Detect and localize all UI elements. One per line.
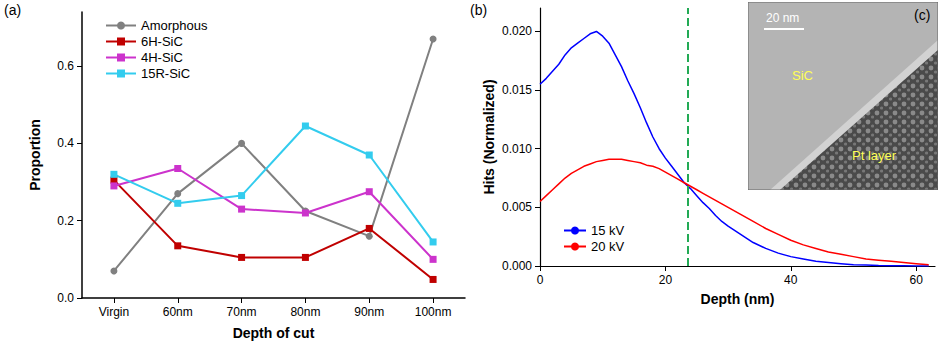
svg-text:0.005: 0.005 xyxy=(502,200,532,214)
svg-text:0: 0 xyxy=(537,273,544,287)
svg-text:Pt layer: Pt layer xyxy=(852,148,897,163)
svg-text:Proportion: Proportion xyxy=(27,119,43,191)
svg-text:15R-SiC: 15R-SiC xyxy=(141,66,190,81)
svg-text:(b): (b) xyxy=(470,2,487,18)
svg-text:0.010: 0.010 xyxy=(502,142,532,156)
svg-text:40: 40 xyxy=(784,273,798,287)
svg-text:15 kV: 15 kV xyxy=(591,223,625,238)
svg-text:Depth of cut: Depth of cut xyxy=(233,325,315,341)
svg-text:SiC: SiC xyxy=(792,68,813,83)
svg-text:90nm: 90nm xyxy=(354,305,384,319)
svg-text:20: 20 xyxy=(659,273,673,287)
svg-text:0.020: 0.020 xyxy=(502,24,532,38)
svg-text:20 nm: 20 nm xyxy=(766,11,799,25)
svg-text:Depth (nm): Depth (nm) xyxy=(701,291,775,307)
svg-text:(c): (c) xyxy=(914,7,930,23)
svg-text:60: 60 xyxy=(910,273,924,287)
svg-text:0.4: 0.4 xyxy=(57,136,74,150)
svg-text:4H-SiC: 4H-SiC xyxy=(141,50,183,65)
svg-text:100nm: 100nm xyxy=(415,305,452,319)
svg-text:0.2: 0.2 xyxy=(57,214,74,228)
svg-text:80nm: 80nm xyxy=(290,305,320,319)
svg-text:0.015: 0.015 xyxy=(502,83,532,97)
svg-text:0.000: 0.000 xyxy=(502,259,532,273)
svg-text:0.0: 0.0 xyxy=(57,291,74,305)
svg-text:60nm: 60nm xyxy=(163,305,193,319)
svg-text:Virgin: Virgin xyxy=(99,305,129,319)
svg-text:(a): (a) xyxy=(4,2,21,18)
svg-text:20 kV: 20 kV xyxy=(591,239,625,254)
svg-text:Hits (Normalized): Hits (Normalized) xyxy=(481,79,497,194)
svg-text:Amorphous: Amorphous xyxy=(141,18,208,33)
svg-text:0.6: 0.6 xyxy=(57,59,74,73)
svg-text:6H-SiC: 6H-SiC xyxy=(141,34,183,49)
svg-text:70nm: 70nm xyxy=(227,305,257,319)
